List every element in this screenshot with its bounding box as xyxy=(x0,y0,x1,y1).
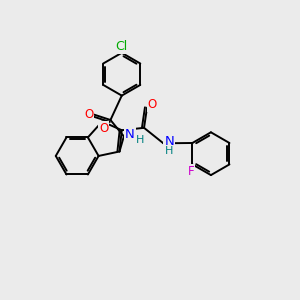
Text: F: F xyxy=(188,165,194,178)
Text: Cl: Cl xyxy=(116,40,128,53)
Text: N: N xyxy=(164,135,174,148)
Text: O: O xyxy=(84,108,93,121)
Text: N: N xyxy=(125,128,135,141)
Text: H: H xyxy=(165,146,173,156)
Text: O: O xyxy=(99,122,108,134)
Text: O: O xyxy=(148,98,157,111)
Text: H: H xyxy=(136,135,144,145)
